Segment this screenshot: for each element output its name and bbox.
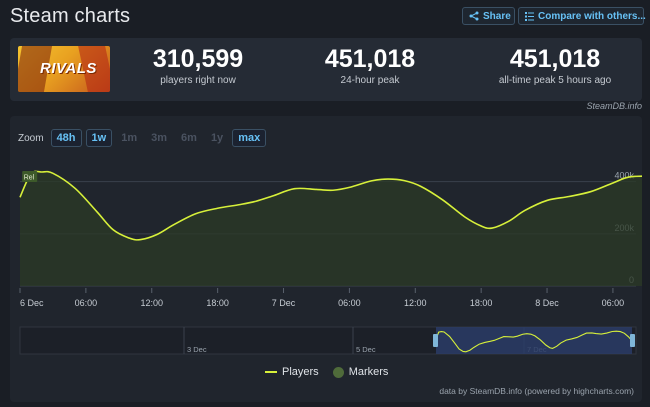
compare-button[interactable]: Compare with others... bbox=[518, 7, 646, 25]
stat-value: 310,599 bbox=[152, 45, 244, 73]
players-area bbox=[20, 171, 642, 286]
share-button[interactable]: Share bbox=[462, 7, 515, 25]
x-tick-label: 06:00 bbox=[75, 298, 98, 308]
x-tick-label: 7 Dec bbox=[272, 298, 296, 308]
y-tick-label: 400k bbox=[614, 171, 634, 181]
stat-value: 451,018 bbox=[324, 45, 416, 73]
zoom-button-1w[interactable]: 1w bbox=[85, 129, 113, 147]
x-tick-label: 8 Dec bbox=[535, 298, 559, 308]
x-tick-label: 12:00 bbox=[140, 298, 163, 308]
players-line[interactable] bbox=[19, 170, 642, 241]
chart-credits[interactable]: data by SteamDB.info (powered by highcha… bbox=[439, 386, 634, 396]
zoom-button-max[interactable]: max bbox=[232, 129, 267, 147]
legend-label: Markers bbox=[348, 366, 389, 378]
zoom-button-3m[interactable]: 3m bbox=[151, 132, 168, 144]
zoom-button-6m[interactable]: 6m bbox=[181, 132, 197, 144]
share-label: Share bbox=[483, 10, 511, 22]
release-marker[interactable] bbox=[22, 171, 38, 182]
x-tick-label: 06:00 bbox=[602, 298, 625, 308]
x-tick-label: 06:00 bbox=[338, 298, 361, 308]
zoom-button-1m[interactable]: 1m bbox=[121, 132, 138, 144]
zoom-button-48h[interactable]: 48h bbox=[50, 129, 82, 147]
share-icon bbox=[469, 11, 479, 21]
stats-panel: RIVALS 310,599 players right now 451,018… bbox=[10, 38, 642, 101]
legend-item-players[interactable]: Players bbox=[265, 366, 319, 378]
stat-24h-peak: 451,018 24-hour peak bbox=[310, 44, 430, 88]
navigator-tick-label: 5 Dec bbox=[356, 345, 376, 354]
stat-all-time-peak: 451,018 all-time peak 5 hours ago bbox=[480, 44, 630, 88]
page-header: Steam charts Share Compare with others..… bbox=[10, 0, 650, 36]
stat-label: 24-hour peak bbox=[340, 75, 400, 86]
zoom-button-1y[interactable]: 1y bbox=[210, 132, 224, 144]
legend-item-markers[interactable]: Markers bbox=[332, 366, 389, 378]
x-tick-label: 12:00 bbox=[404, 298, 427, 308]
compare-label: Compare with others... bbox=[538, 10, 646, 22]
source-link[interactable]: SteamDB.info bbox=[586, 101, 642, 111]
legend-label: Players bbox=[282, 366, 319, 378]
page-title: Steam charts bbox=[10, 5, 131, 27]
stat-players-now: 310,599 players right now bbox=[138, 44, 258, 88]
x-tick-label: 18:00 bbox=[470, 298, 493, 308]
zoom-label: Zoom bbox=[18, 132, 44, 144]
release-marker-label: Rel bbox=[24, 175, 35, 182]
stat-label: all-time peak 5 hours ago bbox=[498, 75, 612, 86]
chart-legend: Players Markers bbox=[265, 366, 388, 378]
compare-icon bbox=[525, 12, 534, 21]
navigator-tick-label: 3 Dec bbox=[187, 345, 207, 354]
stat-value: 451,018 bbox=[509, 45, 601, 73]
navigator-line bbox=[435, 330, 633, 353]
stat-label: players right now bbox=[160, 75, 236, 86]
navigator-handle-left[interactable] bbox=[433, 334, 438, 347]
markers-dot-swatch bbox=[332, 366, 344, 378]
zoom-bar: Zoom 48h 1w 1m 3m 6m 1y max bbox=[18, 128, 267, 148]
game-logo[interactable]: RIVALS bbox=[18, 46, 110, 92]
players-line-swatch bbox=[265, 371, 277, 373]
game-logo-text: RIVALS bbox=[40, 60, 97, 77]
x-tick-label: 18:00 bbox=[206, 298, 229, 308]
navigator-window[interactable] bbox=[436, 327, 632, 354]
chart-card: Zoom 48h 1w 1m 3m 6m 1y max 0200k400k6 D… bbox=[10, 116, 642, 402]
navigator-handle-right[interactable] bbox=[630, 334, 635, 347]
x-tick-label: 6 Dec bbox=[20, 298, 44, 308]
